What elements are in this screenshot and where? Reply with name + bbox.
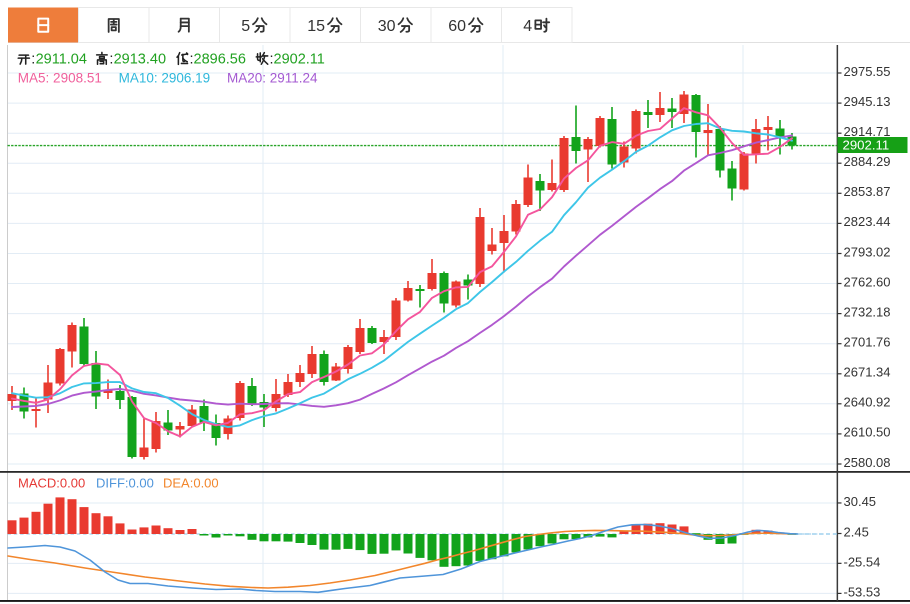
svg-text:2.45: 2.45 [844, 525, 869, 540]
svg-text:-25.54: -25.54 [844, 555, 881, 570]
svg-text:2823.44: 2823.44 [844, 214, 891, 229]
svg-text:2913.40: 2913.40 [114, 52, 166, 68]
svg-text:2580.08: 2580.08 [844, 455, 891, 470]
svg-text:60: 60 [448, 18, 466, 35]
svg-text::: : [31, 52, 35, 68]
svg-text:2884.29: 2884.29 [844, 154, 891, 169]
svg-text:2610.50: 2610.50 [844, 425, 891, 440]
svg-text:2853.87: 2853.87 [844, 184, 891, 199]
svg-text:2793.02: 2793.02 [844, 244, 891, 259]
svg-text:30.45: 30.45 [844, 494, 877, 509]
svg-text:-53.53: -53.53 [844, 585, 881, 600]
svg-text:4: 4 [523, 18, 532, 35]
svg-text::: : [270, 52, 274, 68]
svg-text:30: 30 [378, 18, 396, 35]
svg-text::: : [109, 52, 113, 68]
svg-text:2640.92: 2640.92 [844, 395, 891, 410]
svg-text:MA20: 2911.24: MA20: 2911.24 [227, 71, 318, 86]
svg-text:2701.76: 2701.76 [844, 335, 891, 350]
svg-text:MACD:0.00: MACD:0.00 [18, 476, 85, 491]
svg-text:2975.55: 2975.55 [844, 64, 891, 79]
svg-text:MA5: 2908.51: MA5: 2908.51 [18, 71, 102, 86]
svg-text:2902.11: 2902.11 [843, 137, 890, 152]
svg-text:2914.71: 2914.71 [844, 124, 891, 139]
svg-text:15: 15 [307, 18, 325, 35]
svg-text:2762.60: 2762.60 [844, 274, 891, 289]
svg-text:2896.56: 2896.56 [194, 52, 246, 68]
svg-text:DEA:0.00: DEA:0.00 [163, 476, 219, 491]
svg-text::: : [190, 52, 194, 68]
svg-text:2911.04: 2911.04 [36, 52, 87, 68]
svg-text:2902.11: 2902.11 [274, 52, 325, 68]
svg-text:2732.18: 2732.18 [844, 304, 891, 319]
svg-text:DIFF:0.00: DIFF:0.00 [96, 476, 154, 491]
svg-text:5: 5 [241, 18, 250, 35]
svg-text:MA10: 2906.19: MA10: 2906.19 [119, 71, 211, 86]
svg-text:2671.34: 2671.34 [844, 365, 891, 380]
svg-text:2945.13: 2945.13 [844, 94, 891, 109]
